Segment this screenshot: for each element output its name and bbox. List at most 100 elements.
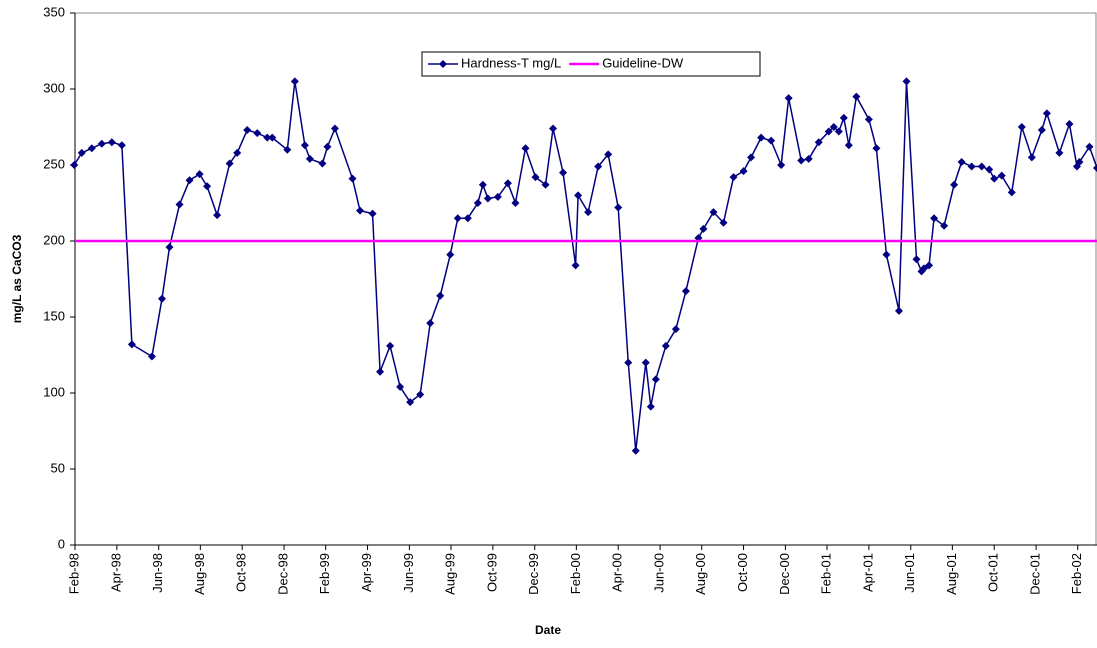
x-tick-label: Jun-98 xyxy=(150,553,165,593)
data-point xyxy=(957,157,966,166)
x-tick-label: Feb-99 xyxy=(317,553,332,594)
x-tick-label: Dec-99 xyxy=(526,553,541,595)
data-point xyxy=(330,124,339,133)
data-point xyxy=(368,209,377,218)
data-point xyxy=(185,176,194,185)
data-point xyxy=(283,145,292,154)
x-tick-label: Oct-99 xyxy=(484,553,499,592)
data-point xyxy=(376,367,385,376)
x-axis-label: Date xyxy=(535,623,561,637)
data-point xyxy=(77,148,86,157)
data-point xyxy=(521,144,530,153)
data-point xyxy=(348,174,357,183)
data-point xyxy=(195,170,204,179)
legend-marker xyxy=(439,60,447,68)
data-point xyxy=(107,138,116,147)
data-point xyxy=(263,133,272,142)
x-tick-label: Oct-01 xyxy=(986,553,1001,592)
data-point xyxy=(1027,153,1036,162)
data-point xyxy=(997,171,1006,180)
x-tick-label: Apr-00 xyxy=(610,553,625,592)
data-point xyxy=(559,168,568,177)
data-point xyxy=(925,261,934,270)
x-tick-label: Dec-00 xyxy=(777,553,792,595)
data-point xyxy=(436,291,445,300)
y-tick-label: 200 xyxy=(43,232,65,247)
data-point xyxy=(1085,142,1094,151)
x-tick-label: Jun-00 xyxy=(652,553,667,593)
data-point xyxy=(824,127,833,136)
data-point xyxy=(804,154,813,163)
x-tick-label: Feb-00 xyxy=(568,553,583,594)
x-tick-label: Dec-01 xyxy=(1028,553,1043,595)
data-point xyxy=(531,173,540,182)
data-point xyxy=(453,214,462,223)
data-point xyxy=(729,173,738,182)
data-point xyxy=(203,182,212,191)
x-tick-label: Aug-00 xyxy=(693,553,708,595)
data-point xyxy=(584,208,593,217)
data-point xyxy=(646,402,655,411)
data-point xyxy=(930,214,939,223)
data-point xyxy=(463,214,472,223)
data-point xyxy=(977,162,986,171)
data-point xyxy=(699,224,708,233)
data-point xyxy=(1093,164,1097,173)
data-point xyxy=(940,221,949,230)
data-point xyxy=(127,340,136,349)
data-point xyxy=(386,341,395,350)
data-point xyxy=(406,398,415,407)
data-point xyxy=(902,77,911,86)
data-point xyxy=(213,211,222,220)
data-point xyxy=(719,218,728,227)
y-axis-label: mg/L as CaCO3 xyxy=(10,234,24,323)
data-point xyxy=(990,174,999,183)
data-point xyxy=(117,141,126,150)
x-tick-label: Aug-99 xyxy=(442,553,457,595)
data-point xyxy=(844,141,853,150)
data-point xyxy=(651,375,660,384)
data-point xyxy=(852,92,861,101)
data-point xyxy=(97,139,106,148)
data-point xyxy=(478,180,487,189)
data-point xyxy=(747,153,756,162)
legend-label: Hardness-T mg/L xyxy=(461,55,561,70)
data-point xyxy=(318,159,327,168)
data-point xyxy=(834,127,843,136)
y-tick-label: 50 xyxy=(51,460,65,475)
data-point xyxy=(950,180,959,189)
x-tick-label: Apr-99 xyxy=(359,553,374,592)
data-point xyxy=(70,161,79,169)
data-point xyxy=(233,148,242,157)
x-tick-label: Jun-99 xyxy=(401,553,416,593)
data-point xyxy=(157,294,166,303)
data-point xyxy=(1065,119,1074,128)
data-point xyxy=(641,358,650,367)
data-point xyxy=(225,159,234,168)
x-tick-label: Feb-01 xyxy=(818,553,833,594)
data-point xyxy=(872,144,881,153)
data-point xyxy=(426,319,435,328)
data-point xyxy=(503,179,512,188)
data-point xyxy=(671,325,680,334)
data-point xyxy=(493,192,502,201)
x-tick-label: Oct-98 xyxy=(234,553,249,592)
x-tick-label: Aug-01 xyxy=(944,553,959,595)
x-tick-label: Aug-98 xyxy=(192,553,207,595)
data-point xyxy=(1055,148,1064,157)
data-point xyxy=(323,142,332,151)
data-point xyxy=(147,352,156,361)
x-tick-label: Oct-00 xyxy=(735,553,750,592)
data-point xyxy=(814,138,823,147)
data-point xyxy=(473,199,482,207)
data-point xyxy=(777,161,786,169)
data-point xyxy=(571,261,580,270)
data-point xyxy=(709,208,718,217)
y-tick-label: 350 xyxy=(43,4,65,19)
data-point xyxy=(268,133,277,142)
data-point xyxy=(356,206,365,215)
y-tick-label: 300 xyxy=(43,80,65,95)
data-point xyxy=(624,358,633,367)
